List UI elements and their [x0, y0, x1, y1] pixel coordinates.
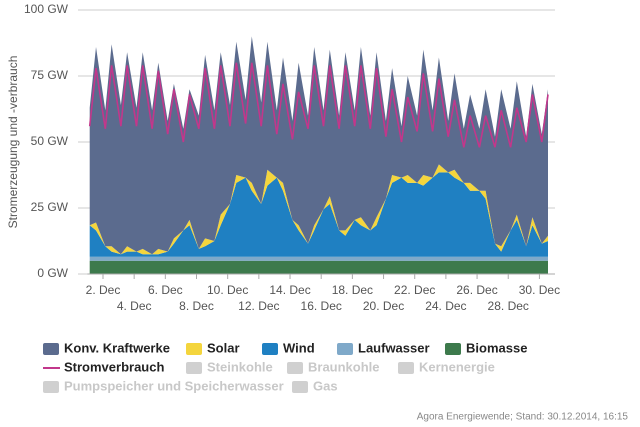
legend-label[interactable]: Wind — [283, 340, 315, 355]
legend-swatch[interactable] — [337, 343, 353, 355]
y-tick-label: 25 GW — [31, 200, 69, 214]
x-tick-label: 22. Dec — [394, 283, 435, 297]
x-tick-label: 2. Dec — [86, 283, 121, 297]
line — [88, 62, 549, 148]
legend-label[interactable]: Steinkohle — [207, 359, 273, 374]
area — [89, 36, 548, 255]
x-tick-label: 20. Dec — [363, 299, 404, 313]
x-tick-label: 8. Dec — [179, 299, 214, 313]
x-tick-label: 30. Dec — [519, 283, 560, 297]
legend-label[interactable]: Pumpspeicher und Speicherwasser — [64, 378, 284, 393]
x-tick-label: 26. Dec — [456, 283, 497, 297]
x-tick-label: 10. Dec — [207, 283, 248, 297]
area — [89, 256, 548, 261]
legend-swatch[interactable] — [43, 343, 59, 355]
area — [89, 260, 548, 274]
legend-swatch[interactable] — [292, 381, 308, 393]
y-axis-title: Stromerzeugung und -verbrauch — [6, 56, 20, 229]
y-tick-label: 75 GW — [31, 68, 69, 82]
x-tick-label: 16. Dec — [301, 299, 342, 313]
legend-label[interactable]: Solar — [207, 340, 240, 355]
x-tick-label: 14. Dec — [269, 283, 310, 297]
x-tick-label: 18. Dec — [332, 283, 373, 297]
source-note: Agora Energiewende; Stand: 30.12.2014, 1… — [417, 412, 629, 423]
legend-swatch[interactable] — [43, 381, 59, 393]
area — [89, 172, 548, 257]
legend-label[interactable]: Laufwasser — [358, 340, 430, 355]
legend-label[interactable]: Biomasse — [466, 340, 527, 355]
x-tick-label: 12. Dec — [238, 299, 279, 313]
legend-swatch[interactable] — [398, 362, 414, 374]
legend-label[interactable]: Konv. Kraftwerke — [64, 340, 170, 355]
legend-swatch[interactable] — [287, 362, 303, 374]
legend-label[interactable]: Stromverbrauch — [64, 359, 164, 374]
area — [89, 164, 548, 255]
x-tick-label: 6. Dec — [148, 283, 183, 297]
y-tick-label: 100 GW — [24, 2, 69, 16]
legend-swatch[interactable] — [262, 343, 278, 355]
x-tick-label: 4. Dec — [117, 299, 152, 313]
legend-label[interactable]: Gas — [313, 378, 338, 393]
legend-swatch[interactable] — [445, 343, 461, 355]
x-tick-label: 28. Dec — [488, 299, 529, 313]
legend-label[interactable]: Braunkohle — [308, 359, 380, 374]
legend-swatch[interactable] — [186, 343, 202, 355]
x-tick-label: 24. Dec — [425, 299, 466, 313]
legend-swatch[interactable] — [186, 362, 202, 374]
y-tick-label: 0 GW — [37, 266, 68, 280]
y-tick-label: 50 GW — [31, 134, 69, 148]
legend-label[interactable]: Kernenergie — [419, 359, 495, 374]
